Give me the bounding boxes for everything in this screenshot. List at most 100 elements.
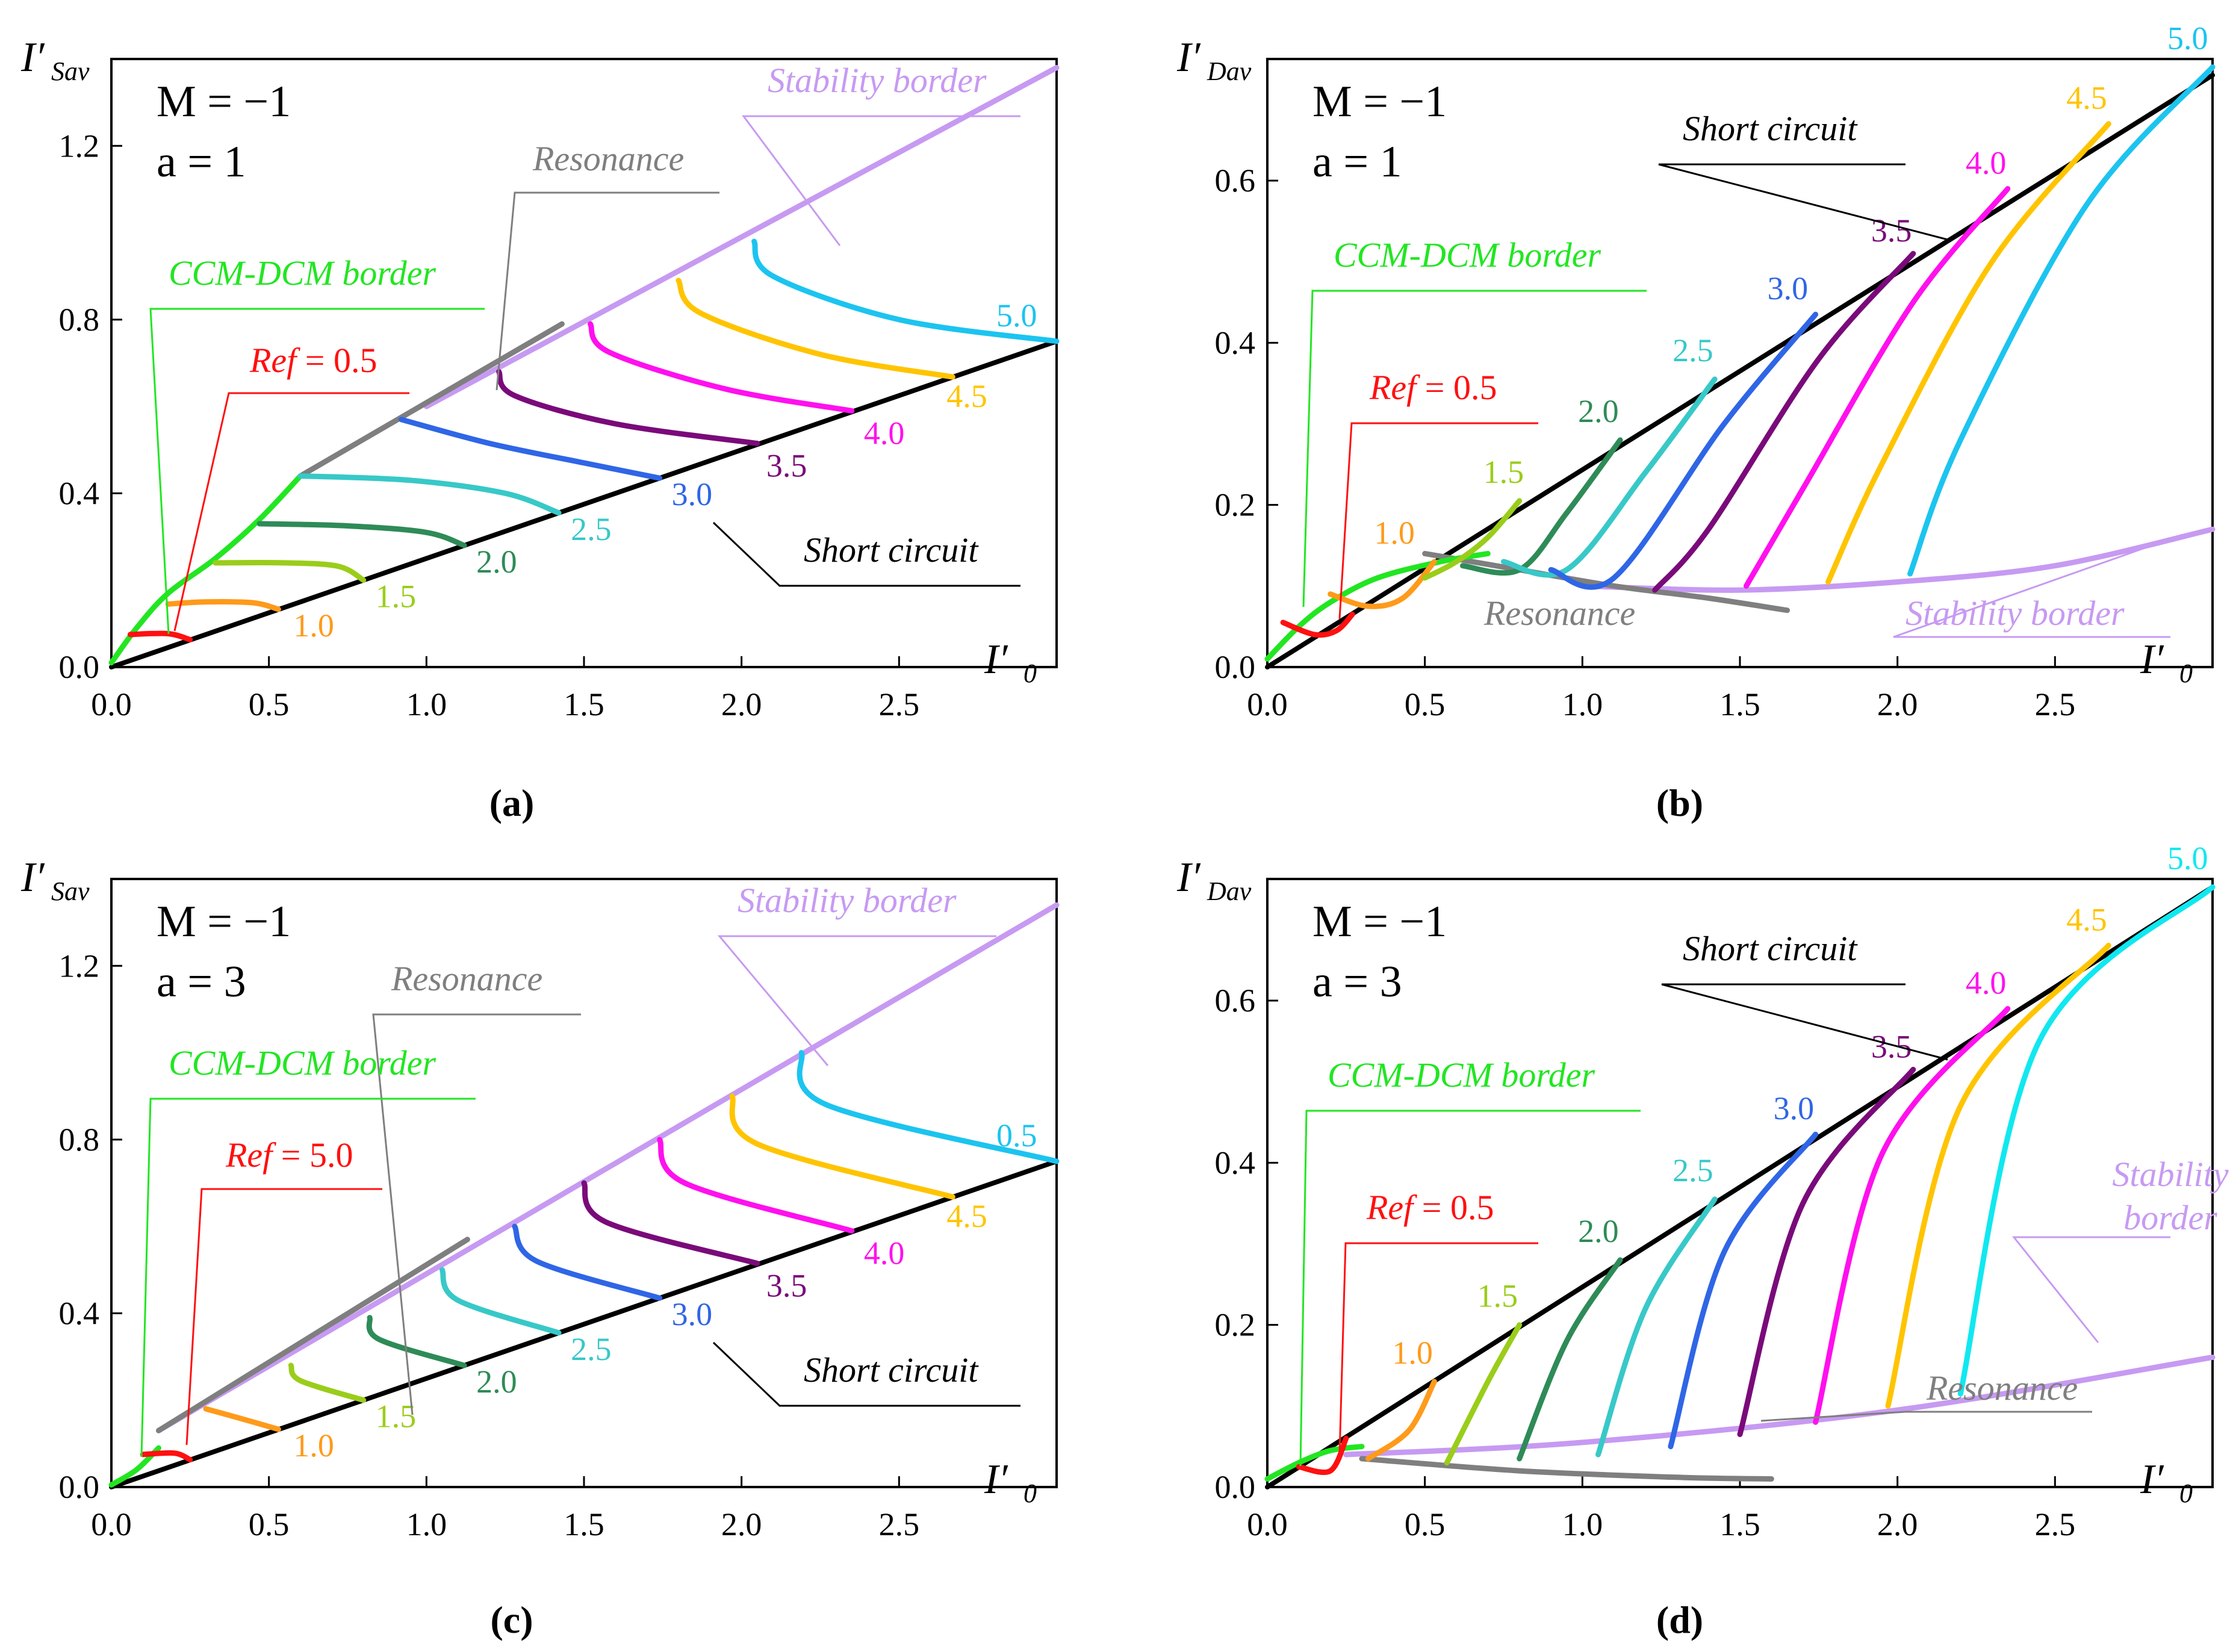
series-short-circuit <box>109 1158 1059 1489</box>
series-ref-3-5 <box>1652 250 1916 593</box>
x-tick-label: 0.0 <box>91 686 132 722</box>
series-ccm-dcm-border <box>1264 1444 1365 1482</box>
ref-label-prefix: Ref <box>225 1135 276 1175</box>
param-line: a = 1 <box>157 137 246 187</box>
short-circuit-label: Short circuit <box>804 1350 979 1390</box>
x-axis-label-sub: 0 <box>2179 1479 2193 1508</box>
curve-label: 1.5 <box>376 1399 417 1435</box>
ref-label: Ref = 0.5 <box>1369 368 1497 407</box>
series-ref-4-0 <box>588 321 855 414</box>
stability-leader <box>2011 1236 2170 1343</box>
x-tick-label: 2.5 <box>2035 686 2076 722</box>
y-tick-label: 0.4 <box>59 1295 100 1331</box>
curve-label: 5.0 <box>2167 20 2208 56</box>
curve-label: 1.5 <box>1477 1278 1518 1314</box>
curve-label: 2.5 <box>1672 1152 1713 1188</box>
curve-label: 2.0 <box>476 1364 517 1400</box>
series-ref-2-0 <box>1517 1257 1623 1462</box>
curve-label: 3.5 <box>766 447 807 483</box>
x-axis-label-sub: 0 <box>1023 659 1037 688</box>
series-ref-0-5 <box>140 1450 193 1463</box>
series-stability-border <box>423 64 1060 409</box>
series-ref-2-0 <box>1460 437 1623 576</box>
curve-label: 5.0 <box>996 297 1037 334</box>
ref-label-value: = 0.5 <box>1416 368 1497 407</box>
y-tick-label: 0.0 <box>1215 1469 1256 1505</box>
series-ref-1-0 <box>203 1406 281 1432</box>
curve-label: 2.0 <box>476 544 517 580</box>
ccm-dcm-leader <box>1302 290 1647 607</box>
x-tick-label: 1.0 <box>406 1506 447 1542</box>
y-tick-label: 0.0 <box>59 649 100 685</box>
x-axis-label: I′ <box>984 636 1008 683</box>
series-short-circuit <box>1265 72 2215 669</box>
stability-label: Stability border <box>1905 594 2125 633</box>
param-line: M = −1 <box>157 897 291 946</box>
resonance-leader <box>495 191 719 391</box>
series-ref-0-5 <box>127 630 193 642</box>
x-tick-label: 1.0 <box>1562 1506 1603 1542</box>
x-tick-label: 2.5 <box>2035 1506 2076 1542</box>
y-tick-label: 0.4 <box>59 475 100 511</box>
ref-label: Ref = 0.5 <box>1366 1188 1494 1227</box>
y-tick-label: 0.2 <box>1215 487 1256 523</box>
curve-label: 4.5 <box>946 1198 987 1234</box>
curve-label: 2.0 <box>1578 393 1619 429</box>
series-ref-3-0 <box>1548 311 1819 590</box>
x-tick-label: 2.5 <box>879 686 920 722</box>
y-axis-label-sub: Dav <box>1207 877 1252 906</box>
series-stability-border <box>1343 1355 2216 1458</box>
x-tick-label: 0.0 <box>91 1506 132 1542</box>
ref-label-prefix: Ref <box>1366 1188 1417 1227</box>
panel-caption: (b) <box>1656 781 1703 824</box>
series-stability-border <box>156 902 1060 1433</box>
curve-label: 0.5 <box>996 1117 1037 1154</box>
short-circuit-label: Short circuit <box>1683 109 1858 148</box>
series-ref-2-0 <box>256 521 467 548</box>
curve-label: 4.0 <box>864 1235 905 1271</box>
series-stability-border <box>1579 526 2216 593</box>
y-axis-label: I′ <box>20 34 45 81</box>
series-ref-2-5 <box>297 473 562 516</box>
ref-leader <box>173 392 409 632</box>
curve-label: 2.5 <box>571 511 612 547</box>
curve-label: 4.5 <box>946 378 987 414</box>
series-ref-5-0 <box>1907 64 2216 577</box>
curve-label: 1.0 <box>1374 515 1415 551</box>
y-tick-label: 1.2 <box>59 948 100 984</box>
ref-label-value: = 0.5 <box>296 341 377 380</box>
ref-label-value: = 5.0 <box>272 1135 353 1175</box>
series-ccm-dcm-border <box>108 473 303 666</box>
series-ref-2-5 <box>439 1267 562 1336</box>
y-axis-label-sub: Sav <box>51 57 90 86</box>
x-tick-label: 2.5 <box>879 1506 920 1542</box>
stability-label: Stability border <box>738 881 957 920</box>
x-tick-label: 0.5 <box>249 686 290 722</box>
ccm-dcm-leader <box>140 1098 476 1458</box>
series-ref-4-0 <box>1744 186 2011 589</box>
series-ref-2-0 <box>366 1315 467 1368</box>
y-tick-label: 0.4 <box>1215 1144 1256 1181</box>
series-ref-4-0 <box>657 1137 855 1234</box>
series-ref-3-5 <box>1737 1067 1916 1437</box>
stability-leader <box>742 115 1020 246</box>
x-tick-label: 2.0 <box>1877 1506 1918 1542</box>
curve-label: 3.5 <box>1871 213 1912 249</box>
stability-label: Stability border <box>768 61 987 100</box>
series-ref-1-5 <box>1444 1322 1523 1466</box>
x-axis-label: I′ <box>984 1456 1008 1503</box>
series-resonance <box>1422 551 1790 613</box>
ccm-dcm-leader <box>1299 1110 1641 1467</box>
curve-label: 4.0 <box>1966 964 2007 1001</box>
series-ref-3-0 <box>399 417 663 481</box>
param-line: a = 1 <box>1312 137 1402 187</box>
series-ref-3-5 <box>581 1180 760 1266</box>
short-circuit-leader <box>1658 163 1948 241</box>
x-axis-label: I′ <box>2140 636 2164 683</box>
panel-caption: (c) <box>490 1598 533 1641</box>
y-tick-label: 0.0 <box>1215 649 1256 685</box>
resonance-label: Resonance <box>1483 594 1635 633</box>
